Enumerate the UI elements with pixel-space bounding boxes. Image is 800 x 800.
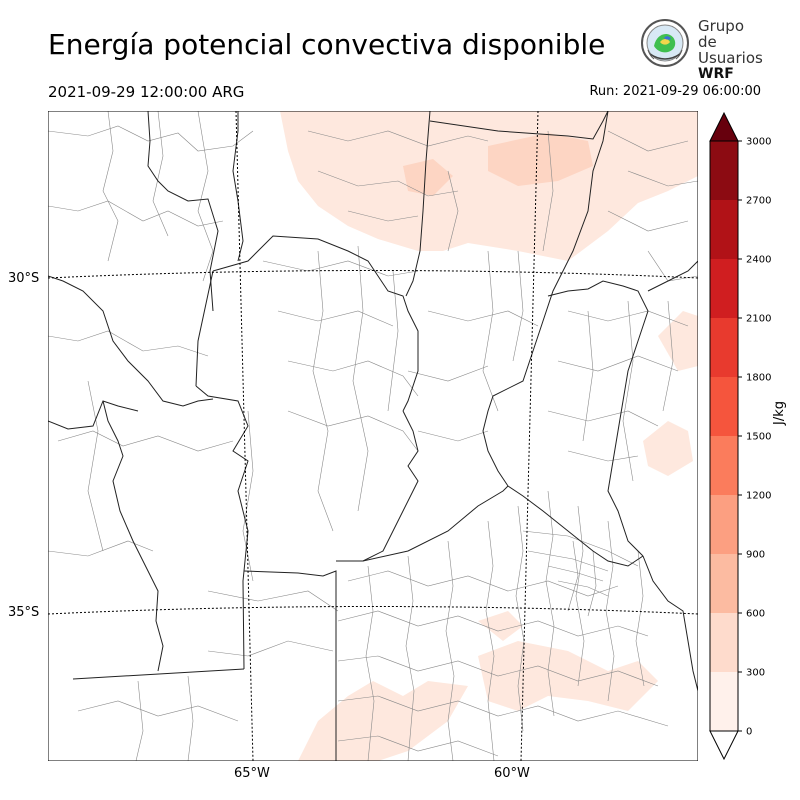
colorbar-tick-label: 2100 xyxy=(746,314,771,325)
colorbar-box xyxy=(710,318,738,377)
colorbar-tick-label: 1200 xyxy=(746,491,771,502)
logo-line-2: Usuarios xyxy=(698,49,763,67)
border-line-10 xyxy=(362,410,419,562)
colorbar-box xyxy=(710,672,738,731)
logo-text: Grupo de Usuarios WRF xyxy=(698,18,763,82)
colorbar-box xyxy=(710,377,738,436)
colorbar-max-extension xyxy=(709,111,739,142)
province-borders xyxy=(48,111,698,761)
meridian-60w xyxy=(520,111,539,761)
lon-label-65w: 65°W xyxy=(234,766,270,781)
colorbar-box xyxy=(710,141,738,200)
colorbar-box xyxy=(710,436,738,495)
cape-shading xyxy=(280,111,698,761)
colorbar: 0 300 600 900 1200 1500 1800 2100 2400 2700 3000 xyxy=(709,111,771,761)
border-line-16 xyxy=(547,280,649,557)
cape-core-north-2 xyxy=(403,159,453,196)
colorbar-ticks: 0 300 600 900 1200 1500 1800 2100 2400 2700 3000 xyxy=(738,137,771,738)
logo-line-3: WRF xyxy=(698,66,734,82)
lat-label-30s: 30°S xyxy=(8,271,40,286)
colorbar-tick-label: 1500 xyxy=(746,432,771,443)
cape-area-south-2 xyxy=(478,611,523,641)
colorbar-unit: J/kg xyxy=(772,401,787,425)
colorbar-tick-label: 900 xyxy=(746,550,765,561)
lat-label-35s: 35°S xyxy=(8,605,40,620)
border-line-18 xyxy=(507,485,644,567)
border-line-5 xyxy=(212,235,419,412)
colorbar-tick-label: 2400 xyxy=(746,255,771,266)
lon-label-60w: 60°W xyxy=(494,766,530,781)
border-line-1 xyxy=(48,275,214,407)
border-line-13 xyxy=(405,111,431,297)
border-line-4 xyxy=(232,111,244,262)
colorbar-tick-label: 600 xyxy=(746,609,765,620)
border-line-19 xyxy=(647,260,698,292)
colorbar-tick-label: 0 xyxy=(746,727,752,738)
border-line-15 xyxy=(482,111,609,487)
border-line-12 xyxy=(336,485,509,562)
valid-time: 2021-09-29 12:00:00 ARG xyxy=(48,83,245,101)
colorbar-tick-label: 300 xyxy=(746,668,765,679)
parallel-30s xyxy=(48,270,698,279)
cape-area-northeast xyxy=(608,111,698,231)
colorbar-tick-label: 2700 xyxy=(746,196,771,207)
colorbar-box xyxy=(710,495,738,554)
colorbar-boxes xyxy=(709,111,739,761)
cape-core-north xyxy=(488,133,593,186)
border-line-14 xyxy=(429,111,609,140)
buenos-aires-partidos xyxy=(337,490,669,761)
colorbar-tick-label: 3000 xyxy=(746,137,771,148)
colorbar-tick-label: 1800 xyxy=(746,373,771,384)
border-line-8 xyxy=(72,668,245,680)
meridian-65w xyxy=(235,111,254,761)
colorbar-box xyxy=(710,200,738,259)
border-line-6 xyxy=(195,385,249,670)
cape-area-south xyxy=(298,681,468,761)
wrf-logo: Grupo de Usuarios WRF xyxy=(638,16,763,82)
parallel-35s xyxy=(48,606,698,615)
graticule xyxy=(48,111,698,761)
logo-seal-icon xyxy=(641,19,689,67)
department-borders xyxy=(48,111,698,761)
border-line-7 xyxy=(102,400,164,672)
cape-map xyxy=(48,111,698,761)
map-title: Energía potencial convectiva disponible xyxy=(48,28,606,61)
border-line-3 xyxy=(195,270,214,387)
colorbar-min-extension xyxy=(709,730,739,761)
colorbar-box xyxy=(710,554,738,613)
cape-area-east-2 xyxy=(643,421,693,476)
colorbar-box xyxy=(710,613,738,672)
colorbar-box xyxy=(710,259,738,318)
border-line-17 xyxy=(642,555,698,692)
cape-area-southeast xyxy=(478,641,658,711)
logo-line-1: Grupo de xyxy=(698,17,744,51)
border-line-11 xyxy=(243,570,337,761)
run-time: Run: 2021-09-29 06:00:00 xyxy=(589,84,761,99)
border-line-2 xyxy=(147,111,219,312)
border-line-9 xyxy=(48,400,139,430)
